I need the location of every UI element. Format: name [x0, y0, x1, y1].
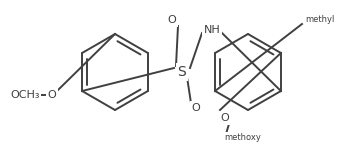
Text: methoxy: methoxy: [225, 134, 262, 143]
Text: OCH₃: OCH₃: [10, 90, 39, 100]
Text: O: O: [48, 90, 56, 100]
Text: O: O: [191, 103, 200, 113]
Text: O: O: [221, 113, 230, 123]
Text: O: O: [168, 15, 176, 25]
Text: NH: NH: [203, 25, 220, 35]
Text: S: S: [178, 65, 186, 79]
Text: methyl: methyl: [305, 16, 335, 25]
